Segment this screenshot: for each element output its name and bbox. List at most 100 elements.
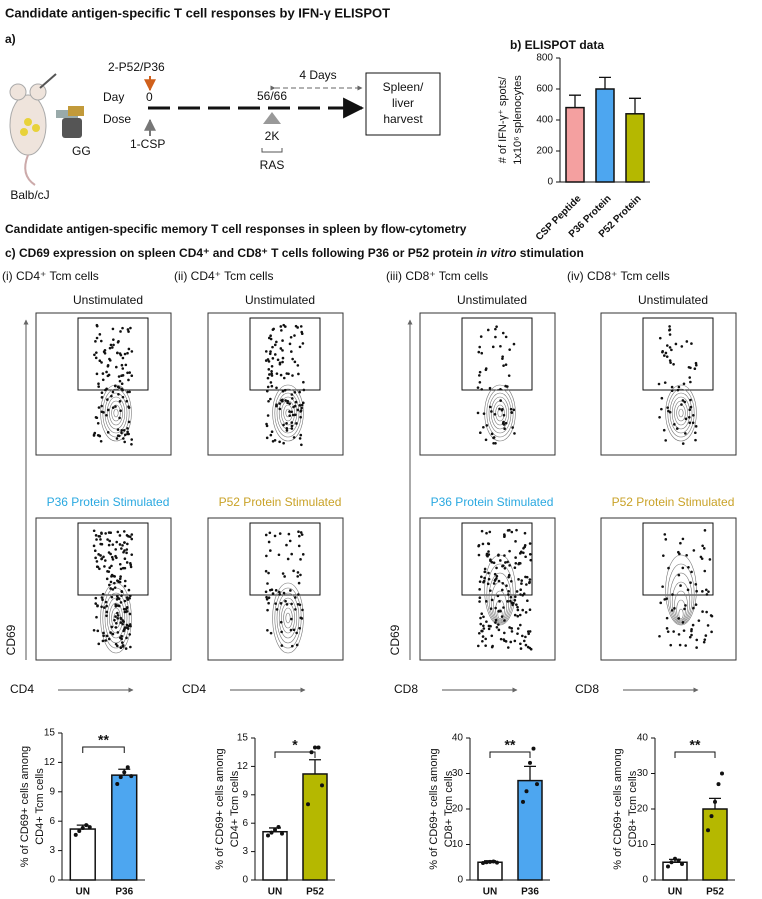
event-dot	[292, 405, 295, 409]
event-dot	[265, 554, 268, 558]
y-tick-label: 0	[457, 875, 463, 886]
event-dot	[495, 325, 498, 328]
x-axis-label: CD8	[394, 682, 418, 696]
event-dot	[129, 326, 132, 330]
event-dot	[508, 528, 511, 532]
event-dot	[476, 386, 480, 389]
event-dot	[94, 596, 98, 600]
data-point	[720, 771, 724, 776]
event-dot	[687, 365, 691, 369]
x-axis-label: CD4	[182, 682, 206, 696]
event-dot	[120, 363, 124, 367]
event-dot	[107, 543, 111, 547]
gate	[77, 522, 149, 596]
event-dot	[681, 537, 685, 541]
event-dot	[119, 646, 123, 650]
event-dot	[677, 633, 681, 636]
event-dot	[109, 343, 113, 347]
event-dot	[117, 375, 121, 378]
event-dot	[509, 595, 513, 599]
event-dot	[300, 443, 303, 447]
event-dot	[690, 570, 693, 574]
event-dot	[707, 590, 710, 593]
event-dot	[129, 563, 133, 567]
event-dot	[270, 430, 274, 434]
event-dot	[485, 531, 488, 535]
event-dot	[130, 537, 134, 541]
event-dot	[295, 422, 298, 425]
event-dot	[490, 410, 493, 413]
event-dot	[703, 529, 707, 532]
event-dot	[281, 389, 285, 393]
significance: **	[505, 737, 516, 753]
title-part: in vitro	[476, 246, 516, 260]
event-dot	[292, 628, 296, 632]
event-dot	[499, 399, 502, 402]
contour	[676, 404, 686, 422]
event-dot	[495, 566, 498, 570]
contour	[104, 392, 128, 434]
contour	[493, 590, 507, 622]
contour	[111, 607, 121, 629]
x-tick-label: P52	[706, 887, 724, 898]
event-dot	[507, 575, 510, 579]
event-dot	[120, 637, 123, 641]
contour	[102, 587, 130, 649]
event-dot	[125, 607, 129, 610]
event-dot	[120, 429, 124, 432]
event-dot	[504, 335, 508, 339]
event-dot	[96, 422, 100, 425]
event-dot	[95, 324, 99, 328]
event-dot	[494, 621, 497, 624]
event-dot	[688, 421, 692, 425]
panel-c-title: c) CD69 expression on spleen CD4⁺ and CD…	[5, 246, 584, 260]
event-dot	[299, 616, 303, 620]
x-tick-label: P52	[306, 887, 324, 898]
event-dot	[287, 372, 290, 376]
y-tick-label: 600	[536, 84, 553, 95]
event-dot	[271, 439, 275, 443]
event-dot	[503, 619, 506, 622]
event-dot	[300, 533, 304, 536]
event-dot	[528, 646, 532, 650]
event-dot	[298, 603, 302, 607]
event-dot	[117, 386, 121, 389]
event-dot	[692, 413, 695, 417]
event-dot	[98, 535, 102, 538]
plot-frame	[419, 517, 556, 661]
event-dot	[130, 442, 133, 446]
event-dot	[106, 538, 109, 541]
event-dot	[269, 381, 273, 384]
event-dot	[109, 552, 112, 556]
gate	[77, 317, 149, 391]
event-dot	[104, 388, 107, 392]
event-dot	[695, 589, 698, 593]
event-dot	[513, 432, 516, 435]
event-dot	[299, 325, 303, 328]
event-dot	[689, 405, 693, 409]
data-point	[495, 860, 499, 865]
significance: **	[690, 737, 701, 753]
event-dot	[282, 423, 285, 427]
event-dot	[694, 431, 697, 435]
event-dot	[293, 334, 296, 337]
event-dot	[128, 371, 132, 374]
event-dot	[694, 583, 698, 586]
data-point	[706, 828, 710, 833]
event-dot	[94, 534, 98, 537]
event-dot	[657, 382, 661, 386]
event-dot	[110, 564, 113, 568]
x-axis-label: CD8	[575, 682, 599, 696]
event-dot	[128, 633, 132, 636]
contour	[278, 597, 298, 639]
title-part: stimulation	[516, 246, 583, 260]
event-dot	[271, 357, 275, 360]
event-dot	[665, 355, 669, 358]
event-dot	[297, 530, 300, 534]
event-dot	[301, 553, 305, 556]
x-axis-label: CD4	[10, 682, 34, 696]
event-dot	[94, 602, 98, 605]
event-dot	[278, 362, 282, 366]
event-dot	[660, 396, 664, 400]
event-dot	[265, 597, 269, 601]
